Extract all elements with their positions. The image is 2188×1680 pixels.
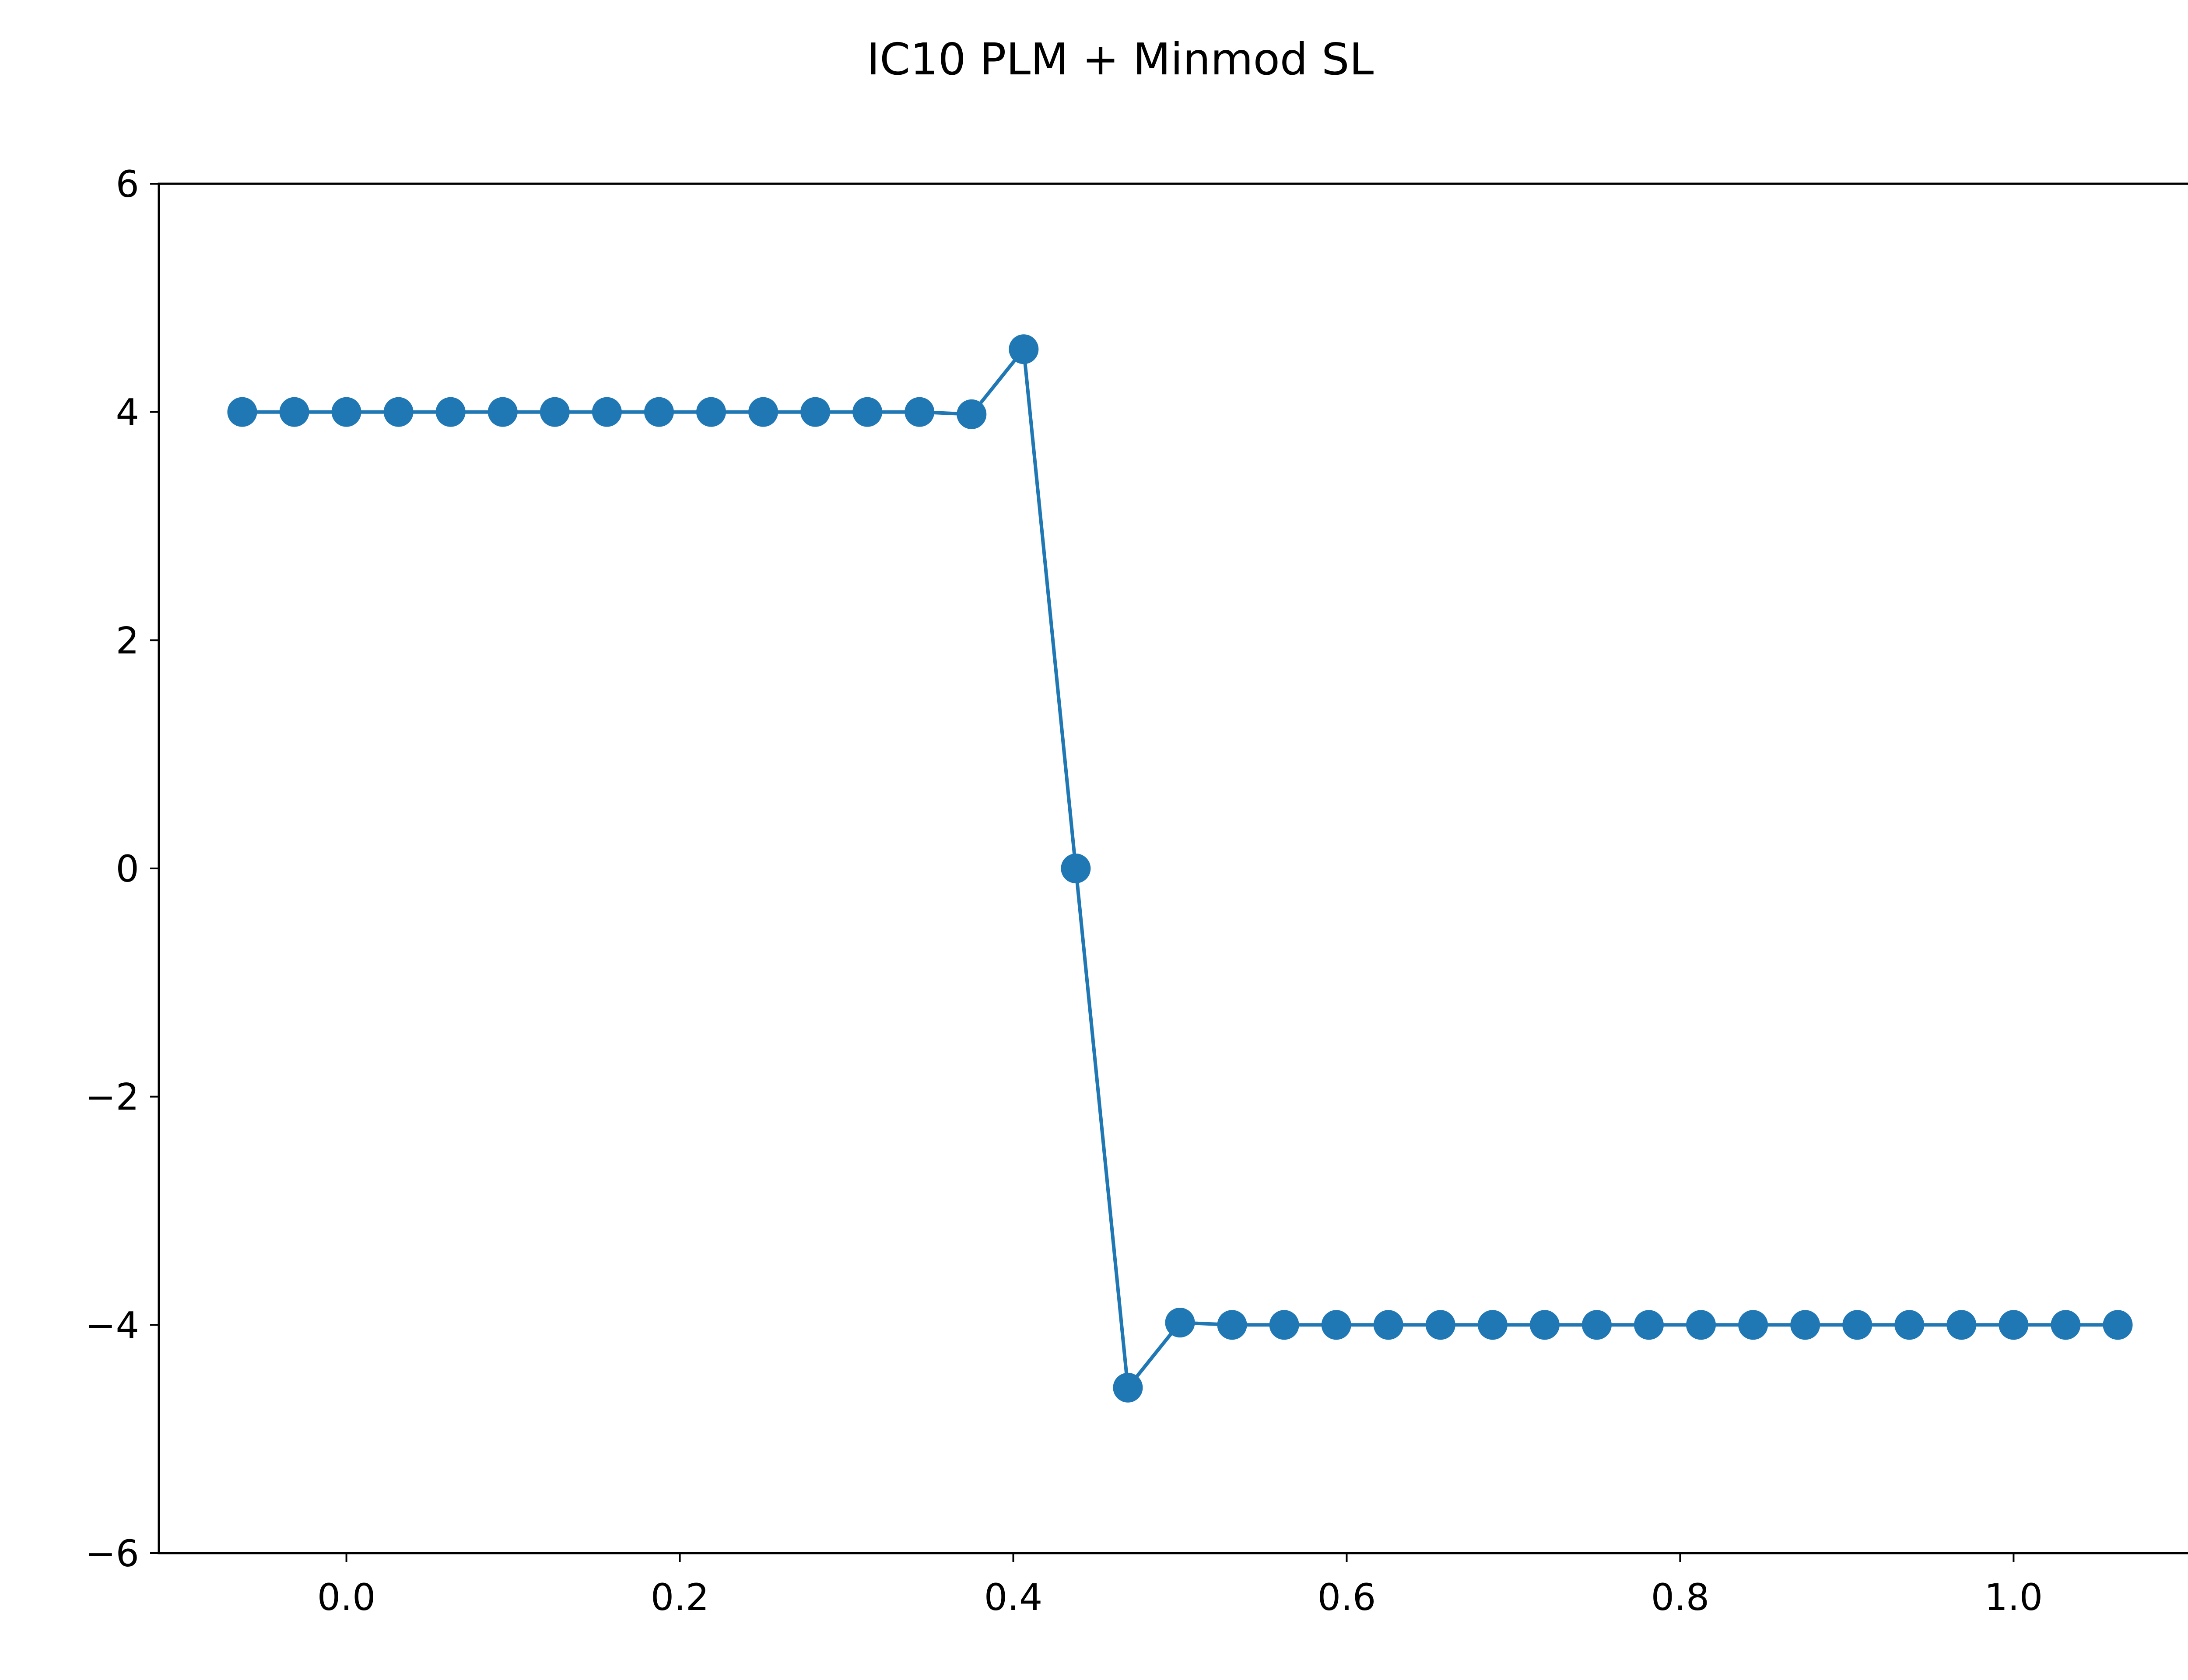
data-point bbox=[1946, 1310, 1977, 1340]
data-point bbox=[331, 397, 361, 427]
series-line bbox=[242, 347, 2118, 1390]
data-point bbox=[1009, 334, 1039, 364]
data-point bbox=[1529, 1310, 1560, 1340]
y-tick-label: −4 bbox=[85, 1304, 139, 1347]
x-tick-label: 0.4 bbox=[984, 1576, 1043, 1619]
series-layer bbox=[227, 334, 2133, 1403]
data-point bbox=[1894, 1310, 1925, 1340]
data-point bbox=[748, 397, 778, 427]
data-point bbox=[279, 397, 309, 427]
x-tick-label: 0.6 bbox=[1318, 1576, 1376, 1619]
data-point bbox=[1686, 1310, 1716, 1340]
data-point bbox=[383, 397, 414, 427]
data-point bbox=[905, 397, 935, 427]
data-point bbox=[1634, 1310, 1664, 1340]
x-tick-label: 0.2 bbox=[651, 1576, 709, 1619]
data-point bbox=[957, 399, 987, 429]
data-point bbox=[2051, 1310, 2081, 1340]
data-point bbox=[1999, 1310, 2029, 1340]
axes-layer: 0.0 0.2 0.4 0.6 0.8 1.0 −6 −4 −2 0 2 4 6 bbox=[85, 163, 2043, 1619]
data-point bbox=[1217, 1310, 1247, 1340]
data-point bbox=[1269, 1310, 1299, 1340]
data-point bbox=[1738, 1310, 1768, 1340]
data-point bbox=[592, 397, 622, 427]
data-point bbox=[1425, 1310, 1455, 1340]
y-tick-label: −6 bbox=[85, 1532, 139, 1575]
data-point bbox=[487, 397, 518, 427]
y-tick-label: 2 bbox=[116, 619, 139, 662]
y-tick-label: 0 bbox=[116, 847, 139, 890]
data-point bbox=[227, 397, 257, 427]
data-point bbox=[1373, 1310, 1403, 1340]
y-tick-label: 6 bbox=[116, 163, 139, 206]
data-point bbox=[540, 397, 570, 427]
data-point bbox=[1581, 1310, 1612, 1340]
data-point bbox=[1061, 854, 1091, 883]
data-point bbox=[1165, 1308, 1195, 1338]
x-tick-label: 0.0 bbox=[317, 1576, 376, 1619]
x-tick-label: 1.0 bbox=[1985, 1576, 2043, 1619]
data-point bbox=[852, 397, 883, 427]
data-point bbox=[1790, 1310, 1820, 1340]
data-point bbox=[644, 397, 674, 427]
data-point bbox=[696, 397, 726, 427]
chart-title: IC10 PLM + Minmod SL bbox=[867, 34, 1374, 85]
data-point bbox=[1842, 1310, 1872, 1340]
data-point bbox=[1113, 1372, 1143, 1403]
data-point bbox=[800, 397, 831, 427]
data-point bbox=[1321, 1310, 1351, 1340]
x-tick-label: 0.8 bbox=[1651, 1576, 1710, 1619]
data-point bbox=[2103, 1310, 2133, 1340]
data-point bbox=[1477, 1310, 1508, 1340]
plot-area-frame bbox=[158, 182, 2188, 1554]
data-point bbox=[435, 397, 466, 427]
y-tick-label: −2 bbox=[85, 1076, 139, 1119]
y-tick-label: 4 bbox=[116, 391, 139, 434]
